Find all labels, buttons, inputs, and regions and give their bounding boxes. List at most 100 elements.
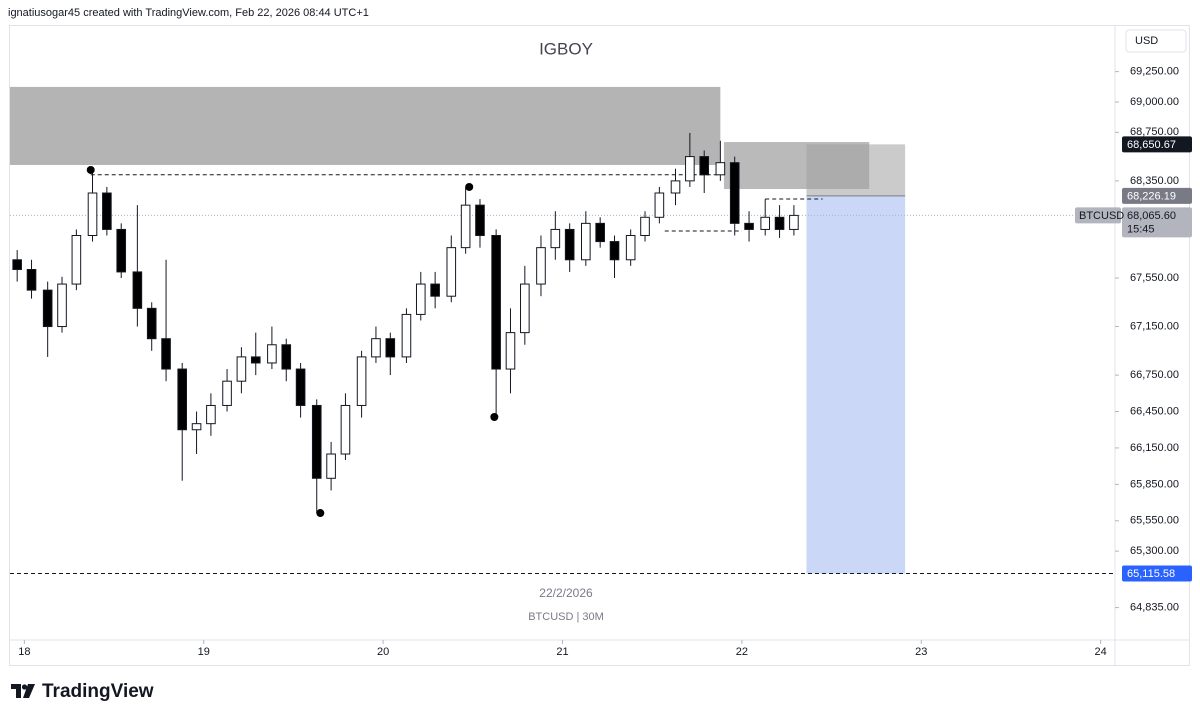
- candle-body: [132, 271, 143, 309]
- candle-body: [609, 241, 620, 261]
- candle-body: [57, 283, 67, 328]
- candle-body: [505, 332, 516, 370]
- candle-body: [446, 247, 457, 297]
- y-tick-label: 65,850.00: [1130, 478, 1179, 490]
- candle-body: [564, 228, 575, 261]
- candle-body: [326, 453, 336, 479]
- candle-body: [295, 368, 306, 406]
- y-tick-label: 67,550.00: [1130, 272, 1179, 284]
- date-label: 22/2/2026: [539, 586, 593, 600]
- y-tick-label: 66,150.00: [1130, 442, 1179, 454]
- candle-body: [430, 283, 440, 297]
- zone: [10, 86, 721, 165]
- subtitle: BTCUSD | 30M: [528, 611, 604, 623]
- y-tick-label: 64,835.00: [1130, 601, 1179, 613]
- candle-body: [356, 356, 367, 406]
- candle-body: [177, 368, 188, 431]
- y-tick-label: 68,350.00: [1130, 175, 1179, 187]
- entry-label-bg: [1122, 187, 1192, 204]
- y-tick-label: 66,750.00: [1130, 369, 1179, 381]
- y-tick-label: 65,300.00: [1130, 545, 1179, 557]
- candle-body: [491, 235, 501, 370]
- candle-body: [654, 192, 665, 218]
- candle-body: [625, 235, 636, 261]
- last-price-label: 68,065.60: [1127, 210, 1176, 222]
- swing-point: [490, 412, 499, 421]
- y-tick-label: 69,000.00: [1130, 96, 1179, 108]
- countdown: 15:45: [1127, 223, 1155, 235]
- candle-body: [729, 162, 740, 224]
- y-tick-label: 69,250.00: [1130, 66, 1179, 78]
- position-target-area: [806, 195, 906, 574]
- candle-body: [581, 222, 591, 261]
- symbol-tag-bg: [1075, 207, 1121, 224]
- swing-point: [465, 182, 474, 191]
- candle-body: [87, 192, 98, 237]
- x-tick-label: 22: [736, 646, 748, 658]
- candle-body: [222, 380, 232, 406]
- x-tick-label: 18: [18, 646, 30, 658]
- candle-body: [161, 338, 171, 370]
- candle-body: [550, 228, 561, 249]
- header: ignatiusogar45 created with TradingView.…: [8, 7, 369, 19]
- position-stop-area: [806, 144, 906, 196]
- candle-body: [415, 283, 426, 315]
- candle-body: [71, 235, 82, 285]
- target-label-bg: [1122, 565, 1192, 582]
- y-tick-label: 65,550.00: [1130, 515, 1179, 527]
- x-tick-label: 19: [198, 646, 210, 658]
- candle-body: [760, 216, 771, 230]
- y-tick-label: 67,150.00: [1130, 320, 1179, 332]
- logo: TradingView: [42, 681, 154, 702]
- x-tick-label: 23: [915, 646, 927, 658]
- candle-body: [206, 404, 216, 425]
- candle-body: [191, 423, 202, 431]
- candle-body: [475, 204, 485, 237]
- candle-body: [281, 344, 292, 370]
- candle-body: [236, 356, 247, 382]
- candle-body: [715, 162, 726, 176]
- candle-body: [12, 259, 22, 270]
- y-tick-label: 66,450.00: [1130, 405, 1179, 417]
- candle-body: [42, 289, 53, 328]
- candle-body: [146, 307, 157, 340]
- candle-body: [116, 228, 127, 273]
- candle-body: [267, 344, 277, 364]
- swing-point: [316, 509, 325, 518]
- candle-body: [595, 222, 605, 243]
- candle-body: [670, 180, 681, 194]
- swing-point: [86, 165, 95, 174]
- candle-body: [371, 338, 381, 358]
- chart-title: IGBOY: [539, 39, 593, 58]
- frame: [9, 25, 1190, 666]
- logo-icon: [11, 684, 35, 698]
- candle-body: [26, 268, 37, 291]
- candle-body: [774, 216, 785, 230]
- stop-label: 68,650.67: [1127, 139, 1176, 151]
- x-tick-label: 24: [1095, 646, 1107, 658]
- candle-body: [744, 222, 754, 230]
- candle-body: [699, 156, 710, 176]
- target-label: 65,115.58: [1127, 568, 1175, 580]
- candle-body: [460, 204, 471, 249]
- candle-body: [536, 247, 546, 285]
- x-tick-label: 21: [556, 646, 568, 658]
- candle-body: [340, 404, 351, 455]
- candle-body: [640, 216, 650, 237]
- candle-body: [685, 156, 695, 182]
- currency-button[interactable]: [1125, 29, 1187, 53]
- last-price-bg: [1122, 207, 1192, 238]
- candle-body: [250, 356, 261, 364]
- stop-label-bg: [1122, 136, 1192, 153]
- plot: [10, 86, 1115, 575]
- x-tick-label: 20: [377, 646, 389, 658]
- candle-body: [789, 214, 799, 230]
- y-tick-label: 68,750.00: [1130, 126, 1179, 138]
- candle-body: [102, 192, 112, 230]
- symbol-tag: BTCUSD: [1079, 210, 1124, 222]
- currency[interactable]: USD: [1135, 35, 1158, 47]
- candle-body: [385, 338, 396, 358]
- entry-label: 68,226.19: [1127, 190, 1176, 202]
